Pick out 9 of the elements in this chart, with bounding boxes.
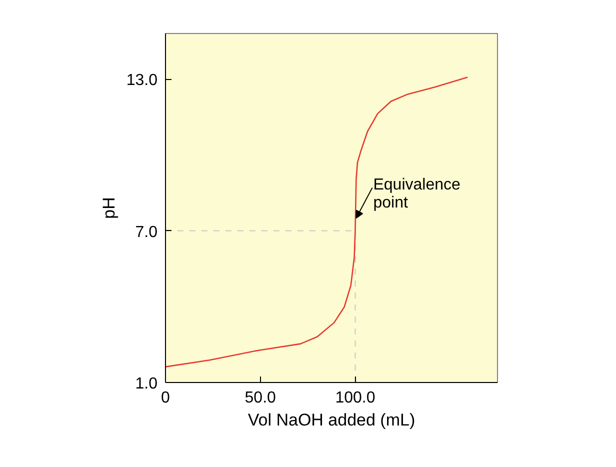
x-tick-label: 100.0 xyxy=(335,390,376,406)
annotation: Equivalence point xyxy=(373,176,461,212)
y-tick-label: 7.0 xyxy=(135,224,158,241)
x-axis-title: Vol NaOH added (mL) xyxy=(248,410,416,430)
y-tick-label: 13.0 xyxy=(126,72,158,90)
x-tick-label: 0 xyxy=(161,390,170,406)
y-tick-label: 1.0 xyxy=(135,376,158,392)
x-tick-label: 50.0 xyxy=(244,390,276,406)
y-axis-title: pH xyxy=(99,197,118,219)
